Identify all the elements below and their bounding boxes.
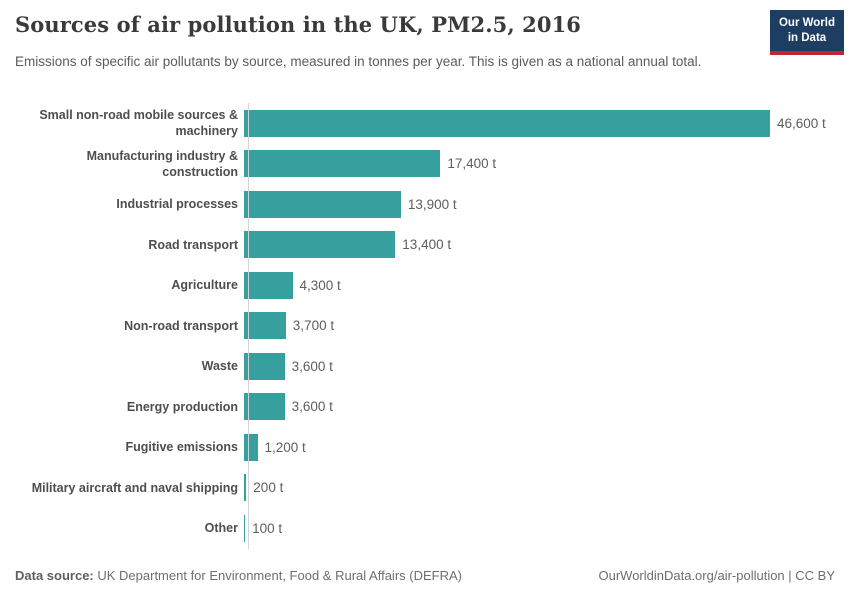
data-source-text: UK Department for Environment, Food & Ru… — [93, 568, 462, 583]
bar-value-label: 1,200 t — [264, 439, 306, 455]
owid-logo[interactable]: Our World in Data — [770, 10, 844, 55]
bar[interactable] — [244, 312, 286, 340]
bar-row: Energy production 3,600 t — [15, 387, 840, 428]
category-label: Military aircraft and naval shipping — [31, 480, 238, 495]
data-source-label: Data source: — [15, 568, 94, 583]
bar-zone: 4,300 t — [243, 265, 840, 306]
bar-zone: 17,400 t — [243, 144, 840, 185]
bar[interactable] — [244, 474, 247, 502]
bar-zone: 46,600 t — [243, 103, 840, 144]
bar-row: Manufacturing industry & construction 17,… — [15, 144, 840, 185]
bar-rows: Small non-road mobile sources & machiner… — [15, 103, 840, 549]
bar-value-label: 3,600 t — [291, 358, 333, 374]
bar-zone: 100 t — [243, 508, 840, 549]
bar-value-label: 13,400 t — [402, 237, 452, 253]
category-label: Other — [204, 521, 238, 536]
bar-value-label: 46,600 t — [777, 115, 826, 131]
category-label: Small non-road mobile sources & machiner… — [39, 108, 238, 139]
category-label: Agriculture — [171, 278, 238, 293]
bar-row: Fugitive emissions 1,200 t — [15, 427, 840, 468]
y-axis-line — [248, 103, 249, 549]
category-label: Fugitive emissions — [125, 440, 238, 455]
category-label: Road transport — [148, 237, 238, 252]
bar[interactable] — [244, 190, 401, 218]
bar-value-label: 100 t — [252, 520, 283, 536]
bar-value-label: 13,900 t — [407, 196, 457, 212]
bar-row: Road transport 13,400 t — [15, 225, 840, 266]
data-source-note: Data source: UK Department for Environme… — [15, 568, 462, 583]
bar[interactable] — [244, 514, 246, 542]
bar-zone: 200 t — [243, 468, 840, 509]
bar-value-label: 17,400 t — [447, 156, 497, 172]
bar-zone: 3,600 t — [243, 387, 840, 428]
bar-value-label: 3,700 t — [292, 318, 335, 334]
license-note: OurWorldinData.org/air-pollution | CC BY — [598, 568, 835, 583]
category-label: Energy production — [126, 399, 238, 414]
owid-logo-line2: in Data — [787, 31, 827, 44]
bar[interactable] — [244, 231, 396, 259]
bar[interactable] — [244, 433, 258, 461]
bar-row: Agriculture 4,300 t — [15, 265, 840, 306]
bar[interactable] — [244, 109, 770, 137]
bar-row: Other 100 t — [15, 508, 840, 549]
bar[interactable] — [244, 150, 441, 178]
bar-chart: Small non-road mobile sources & machiner… — [15, 103, 840, 549]
bar-row: Military aircraft and naval shipping 200 … — [15, 468, 840, 509]
bar-value-label: 3,600 t — [291, 399, 333, 415]
bar-row: Small non-road mobile sources & machiner… — [15, 103, 840, 144]
chart-footer: Data source: UK Department for Environme… — [15, 568, 835, 583]
bar-row: Waste 3,600 t — [15, 346, 840, 387]
bar[interactable] — [244, 352, 285, 380]
bar-zone: 1,200 t — [243, 427, 840, 468]
chart-title: Sources of air pollution in the UK, PM2.… — [15, 12, 581, 37]
bar-row: Non-road transport 3,700 t — [15, 306, 840, 347]
category-label: Non-road transport — [124, 318, 238, 333]
category-label: Industrial processes — [116, 197, 238, 212]
chart-subtitle: Emissions of specific air pollutants by … — [15, 54, 702, 69]
category-label: Waste — [201, 359, 238, 374]
bar-zone: 3,600 t — [243, 346, 840, 387]
bar-value-label: 4,300 t — [299, 277, 341, 293]
category-label: Manufacturing industry & construction — [86, 148, 238, 179]
bar-row: Industrial processes 13,900 t — [15, 184, 840, 225]
bar-value-label: 200 t — [253, 480, 284, 496]
bar-zone: 13,400 t — [243, 225, 840, 266]
bar-zone: 13,900 t — [243, 184, 840, 225]
bar[interactable] — [244, 393, 285, 421]
owid-logo-line1: Our World — [778, 17, 835, 29]
bar[interactable] — [244, 271, 293, 299]
bar-zone: 3,700 t — [243, 306, 840, 347]
